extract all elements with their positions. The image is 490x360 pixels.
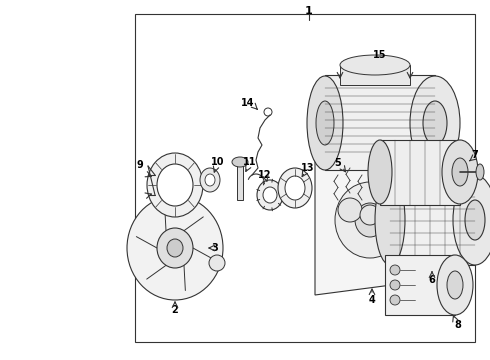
Ellipse shape [232, 157, 248, 167]
Ellipse shape [278, 168, 312, 208]
Polygon shape [315, 145, 430, 295]
Ellipse shape [452, 158, 468, 186]
Ellipse shape [340, 55, 410, 75]
Ellipse shape [200, 168, 220, 192]
Ellipse shape [390, 295, 400, 305]
Ellipse shape [127, 196, 223, 300]
Text: 6: 6 [429, 275, 436, 285]
Text: 4: 4 [368, 295, 375, 305]
Text: 11: 11 [243, 157, 257, 167]
Ellipse shape [307, 76, 343, 170]
Bar [237, 164, 243, 200]
Ellipse shape [263, 187, 277, 203]
Ellipse shape [335, 182, 405, 258]
Bar [325, 75, 435, 170]
Ellipse shape [355, 203, 385, 237]
Ellipse shape [390, 280, 400, 290]
Ellipse shape [157, 164, 193, 206]
Ellipse shape [360, 205, 380, 225]
Ellipse shape [147, 153, 203, 217]
Ellipse shape [205, 174, 215, 186]
Bar [135, 14, 475, 342]
Ellipse shape [285, 176, 305, 200]
Ellipse shape [257, 180, 283, 210]
Ellipse shape [423, 101, 447, 145]
Bar [390, 175, 475, 265]
Ellipse shape [410, 76, 460, 170]
Ellipse shape [465, 200, 485, 240]
Ellipse shape [316, 101, 334, 145]
Ellipse shape [375, 175, 405, 265]
Text: 10: 10 [211, 157, 225, 167]
Ellipse shape [447, 271, 463, 299]
Ellipse shape [476, 164, 484, 180]
Text: 5: 5 [335, 158, 342, 168]
Ellipse shape [453, 175, 490, 265]
Text: 8: 8 [455, 320, 462, 330]
Ellipse shape [368, 140, 392, 204]
Text: 12: 12 [258, 170, 272, 180]
Text: 14: 14 [241, 98, 255, 108]
Ellipse shape [338, 198, 362, 222]
Bar [380, 140, 460, 205]
Text: 13: 13 [301, 163, 315, 173]
Text: 2: 2 [172, 305, 178, 315]
Ellipse shape [442, 140, 478, 204]
Ellipse shape [390, 265, 400, 275]
Text: 9: 9 [137, 160, 144, 170]
Text: 15: 15 [373, 50, 387, 60]
Text: 1: 1 [305, 6, 313, 16]
Ellipse shape [157, 228, 193, 268]
Ellipse shape [209, 255, 225, 271]
Ellipse shape [437, 255, 473, 315]
Bar [340, 65, 410, 85]
Ellipse shape [167, 239, 183, 257]
Bar [385, 255, 455, 315]
Text: 7: 7 [472, 150, 478, 160]
Text: 3: 3 [212, 243, 219, 253]
